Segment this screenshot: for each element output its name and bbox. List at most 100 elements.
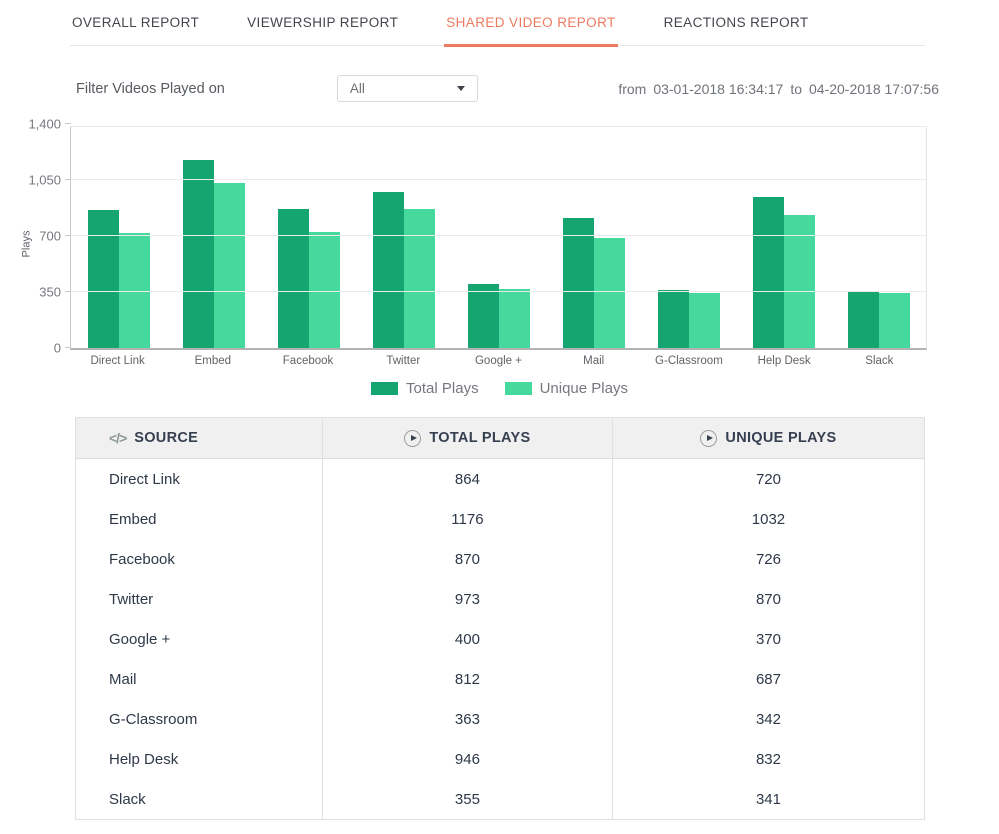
cell-unique-plays: 870	[611, 579, 924, 619]
total-plays-bar[interactable]	[87, 209, 119, 348]
table-header-row: </> SOURCE TOTAL PLAYS UNIQUE PLAYS	[76, 418, 924, 459]
cell-total-plays: 355	[321, 779, 612, 819]
cell-total-plays: 864	[321, 459, 612, 499]
unique-plays-bar[interactable]	[688, 293, 720, 348]
total-plays-bar[interactable]	[372, 192, 404, 348]
unique-plays-bar[interactable]	[783, 214, 815, 348]
unique-plays-bar[interactable]	[308, 231, 340, 348]
table-row: G-Classroom 363 342	[76, 699, 924, 739]
cell-unique-plays: 370	[611, 619, 924, 659]
cell-total-plays: 973	[321, 579, 612, 619]
plays-bar-chart: Plays 0 350 700 1,050 1,400 Direct Link Embed…	[0, 117, 999, 397]
unique-plays-bar[interactable]	[118, 232, 150, 348]
x-axis-label: Twitter	[386, 355, 421, 367]
legend-label: Unique Plays	[539, 380, 628, 397]
header-unique-plays: UNIQUE PLAYS	[611, 418, 924, 458]
filter-dropdown-value: All	[349, 81, 365, 96]
y-tick-mark	[65, 291, 71, 292]
cell-unique-plays: 342	[611, 699, 924, 739]
bar-group-twitter	[356, 127, 451, 348]
header-unique-plays-label: UNIQUE PLAYS	[725, 430, 837, 446]
total-plays-bar[interactable]	[182, 159, 214, 348]
total-plays-bar[interactable]	[467, 284, 499, 348]
table-row: Facebook 870 726	[76, 539, 924, 579]
report-tabbar: OVERALL REPORT VIEWERSHIP REPORT SHARED …	[70, 0, 925, 47]
table-body: Direct Link 864 720 Embed 1176 1032 Facebook 87…	[76, 459, 924, 819]
unique-plays-bar[interactable]	[498, 288, 530, 348]
cell-unique-plays: 341	[611, 779, 924, 819]
total-plays-bar[interactable]	[562, 218, 594, 348]
gridline	[71, 235, 926, 236]
tab-reactions-report[interactable]: REACTIONS REPORT	[663, 15, 809, 30]
y-tick-mark	[65, 179, 71, 180]
cell-source: G-Classroom	[109, 710, 198, 728]
play-circle-icon	[404, 429, 422, 447]
x-axis-label: Mail	[583, 355, 605, 367]
legend-item-unique-plays[interactable]: Unique Plays	[504, 380, 628, 397]
y-tick-mark	[65, 347, 71, 348]
cell-source: Direct Link	[109, 470, 180, 488]
filter-dropdown[interactable]: All	[336, 75, 478, 102]
cell-total-plays: 1176	[321, 499, 612, 539]
tab-viewership-report[interactable]: VIEWERSHIP REPORT	[247, 15, 399, 30]
x-axis-label: G-Classroom	[655, 355, 723, 367]
table-row: Twitter 973 870	[76, 579, 924, 619]
cell-total-plays: 946	[321, 739, 612, 779]
date-from-label: from	[618, 80, 647, 97]
x-axis-label: Embed	[194, 355, 232, 367]
bar-group-direct-link	[71, 127, 166, 348]
tab-overall-report[interactable]: OVERALL REPORT	[72, 15, 200, 30]
cell-source: Twitter	[109, 590, 154, 608]
unique-plays-bar[interactable]	[878, 293, 910, 348]
source-plays-table: </> SOURCE TOTAL PLAYS UNIQUE PLAYS Dire…	[75, 417, 925, 820]
bar-group-mail	[546, 127, 641, 348]
legend-swatch	[371, 382, 399, 395]
code-icon: </>	[109, 430, 127, 446]
x-axis-label: Facebook	[282, 355, 334, 367]
table-row: Google + 400 370	[76, 619, 924, 659]
cell-source: Facebook	[109, 550, 175, 568]
table-row: Mail 812 687	[76, 659, 924, 699]
cell-unique-plays: 726	[611, 539, 924, 579]
unique-plays-bar[interactable]	[593, 238, 625, 348]
cell-total-plays: 400	[321, 619, 612, 659]
cell-total-plays: 363	[321, 699, 612, 739]
y-tick-label: 1,050	[28, 172, 61, 188]
chart-plot-area: Plays 0 350 700 1,050 1,400	[20, 117, 927, 356]
filter-row: Filter Videos Played on All from 03-01-2…	[70, 75, 939, 102]
bar-group-g-classroom	[641, 127, 736, 348]
y-tick-mark	[65, 123, 71, 124]
total-plays-bar[interactable]	[277, 208, 309, 348]
legend-item-total-plays[interactable]: Total Plays	[371, 380, 479, 397]
total-plays-bar[interactable]	[752, 196, 784, 348]
y-tick-label: 350	[39, 284, 61, 300]
x-axis-label: Slack	[865, 355, 894, 367]
header-source-label: SOURCE	[134, 430, 199, 446]
chart-legend: Total Plays Unique Plays	[0, 380, 999, 397]
cell-source: Slack	[109, 790, 146, 808]
legend-label: Total Plays	[406, 380, 479, 397]
header-source: </> SOURCE	[76, 418, 322, 458]
legend-swatch	[504, 382, 532, 395]
cell-unique-plays: 832	[611, 739, 924, 779]
total-plays-bar[interactable]	[847, 291, 879, 348]
tab-shared-video-report[interactable]: SHARED VIDEO REPORT	[444, 13, 618, 47]
bar-group-slack	[831, 127, 926, 348]
x-axis-label: Direct Link	[90, 355, 145, 367]
header-total-plays: TOTAL PLAYS	[321, 418, 612, 458]
x-axis-label: Help Desk	[757, 355, 811, 367]
date-to-label: to	[790, 80, 802, 97]
gridline	[71, 179, 926, 180]
total-plays-bar[interactable]	[657, 289, 689, 348]
cell-total-plays: 812	[321, 659, 612, 699]
unique-plays-bar[interactable]	[403, 208, 435, 348]
bar-group-facebook	[261, 127, 356, 348]
table-row: Help Desk 946 832	[76, 739, 924, 779]
bar-group-help-desk	[736, 127, 831, 348]
y-tick-label: 0	[53, 340, 61, 356]
filter-label: Filter Videos Played on	[76, 80, 225, 97]
cell-source: Mail	[109, 670, 137, 688]
unique-plays-bar[interactable]	[213, 182, 245, 348]
x-axis-labels: Direct Link Embed Facebook Twitter Google + M…	[70, 355, 927, 367]
y-tick-mark	[65, 235, 71, 236]
